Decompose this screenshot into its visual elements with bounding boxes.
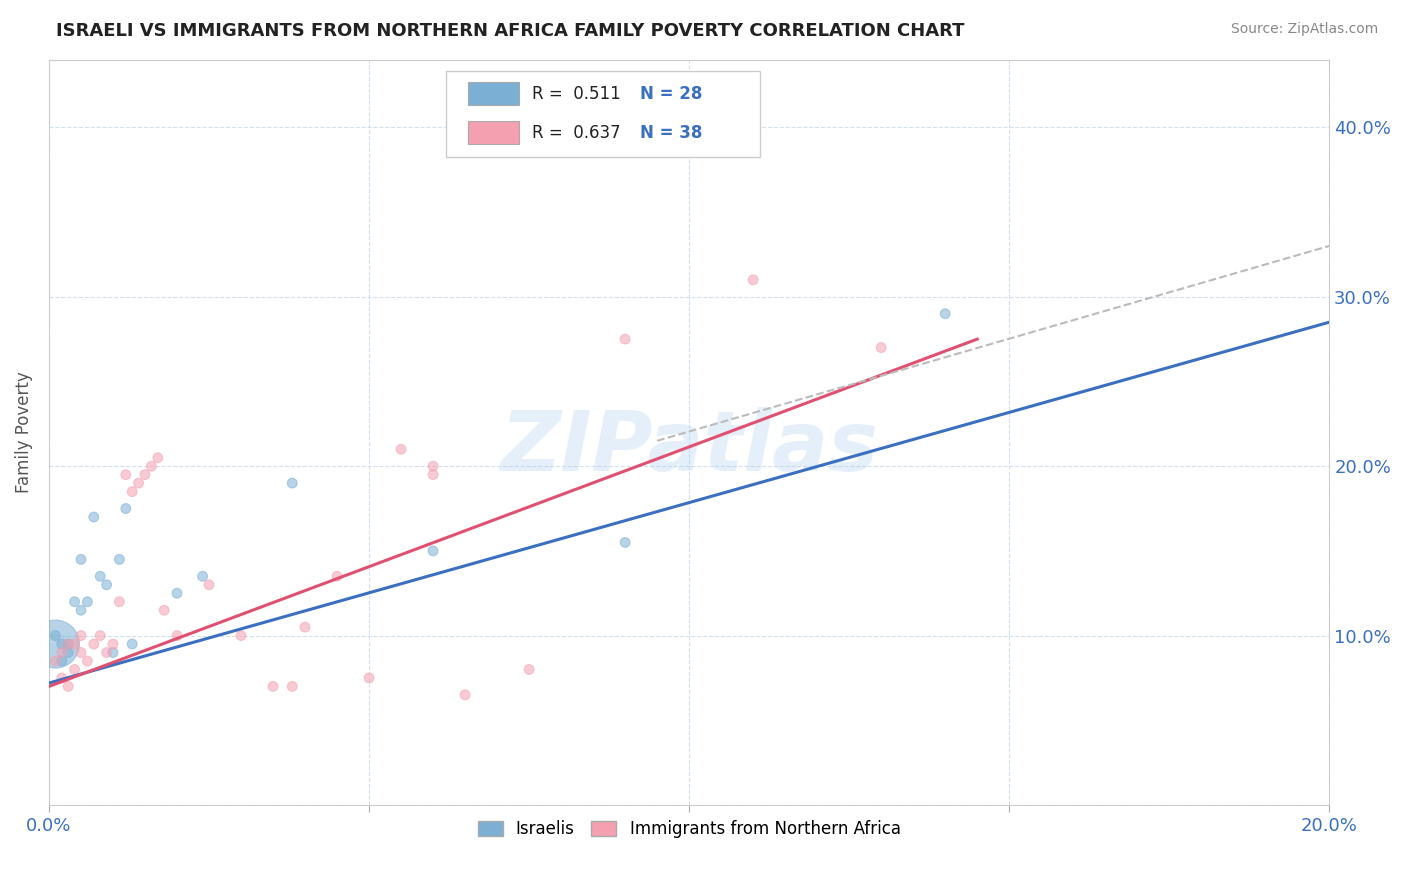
Point: [614, 332, 637, 346]
Point: [191, 569, 214, 583]
Text: N = 38: N = 38: [641, 124, 703, 142]
Point: [89, 629, 111, 643]
Point: [51, 637, 73, 651]
Point: [76, 654, 98, 668]
Point: [96, 578, 118, 592]
Point: [70, 629, 93, 643]
Y-axis label: Family Poverty: Family Poverty: [15, 371, 32, 493]
FancyBboxPatch shape: [446, 70, 759, 156]
Point: [76, 595, 98, 609]
Point: [262, 680, 284, 694]
Point: [83, 637, 105, 651]
Point: [422, 459, 444, 474]
Point: [294, 620, 316, 634]
Text: ISRAELI VS IMMIGRANTS FROM NORTHERN AFRICA FAMILY POVERTY CORRELATION CHART: ISRAELI VS IMMIGRANTS FROM NORTHERN AFRI…: [56, 22, 965, 40]
Point: [229, 629, 252, 643]
Point: [166, 629, 188, 643]
Point: [114, 501, 136, 516]
Point: [44, 629, 66, 643]
Text: N = 28: N = 28: [641, 85, 703, 103]
Point: [121, 484, 143, 499]
Point: [141, 459, 163, 474]
Point: [89, 569, 111, 583]
Point: [83, 510, 105, 524]
Point: [108, 552, 131, 566]
Point: [198, 578, 221, 592]
Point: [357, 671, 380, 685]
Point: [128, 476, 150, 491]
Point: [742, 273, 765, 287]
FancyBboxPatch shape: [468, 121, 519, 144]
Point: [56, 680, 79, 694]
Point: [51, 654, 73, 668]
Point: [146, 450, 169, 465]
Point: [96, 646, 118, 660]
Point: [44, 654, 66, 668]
Point: [326, 569, 349, 583]
Point: [166, 586, 188, 600]
Point: [56, 637, 79, 651]
Point: [389, 442, 412, 457]
Point: [51, 671, 73, 685]
Point: [63, 637, 86, 651]
Point: [51, 646, 73, 660]
Point: [63, 663, 86, 677]
FancyBboxPatch shape: [468, 82, 519, 104]
Point: [70, 552, 93, 566]
Point: [101, 637, 124, 651]
Point: [614, 535, 637, 549]
Point: [70, 646, 93, 660]
Point: [454, 688, 477, 702]
Point: [281, 476, 304, 491]
Point: [742, 120, 765, 135]
Text: Source: ZipAtlas.com: Source: ZipAtlas.com: [1230, 22, 1378, 37]
Point: [101, 646, 124, 660]
Point: [134, 467, 156, 482]
Point: [114, 467, 136, 482]
Point: [108, 595, 131, 609]
Point: [870, 341, 893, 355]
Text: R =  0.511: R = 0.511: [531, 85, 620, 103]
Text: R =  0.637: R = 0.637: [531, 124, 620, 142]
Point: [153, 603, 176, 617]
Point: [70, 603, 93, 617]
Point: [422, 467, 444, 482]
Text: ZIPatlas: ZIPatlas: [501, 407, 879, 488]
Point: [281, 680, 304, 694]
Point: [44, 637, 66, 651]
Point: [121, 637, 143, 651]
Point: [63, 595, 86, 609]
Point: [56, 646, 79, 660]
Point: [422, 544, 444, 558]
Point: [934, 307, 956, 321]
Point: [517, 663, 540, 677]
Point: [56, 637, 79, 651]
Legend: Israelis, Immigrants from Northern Africa: Israelis, Immigrants from Northern Afric…: [471, 814, 907, 845]
